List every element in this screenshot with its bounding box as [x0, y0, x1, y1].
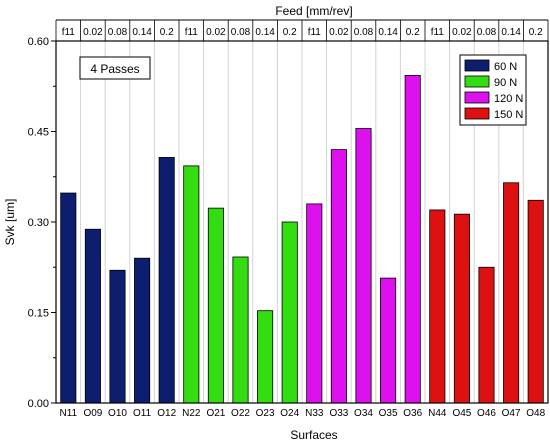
legend-swatch: [464, 75, 490, 88]
feed-tick-label: 0.02: [206, 27, 226, 38]
feed-tick-label: 0.2: [406, 27, 420, 38]
passes-annotation: 4 Passes: [79, 56, 151, 80]
legend-label: 60 N: [494, 61, 517, 73]
legend-label: 90 N: [494, 77, 517, 89]
passes-annotation-text: 4 Passes: [90, 62, 139, 76]
x-tick-label: O21: [206, 408, 225, 419]
x-tick-label: O23: [256, 408, 275, 419]
bar-O23: [257, 310, 274, 404]
x-tick-label: O12: [157, 408, 176, 419]
x-tick-label: O10: [108, 408, 127, 419]
plot-area: 0.00 0.15 0.30 0.45 0.60 N11 f11 O09 0.02 O10 0.08…: [28, 19, 549, 419]
feed-tick-label: 0.02: [329, 27, 349, 38]
bar-O34: [355, 128, 372, 404]
bar-O48: [527, 199, 544, 404]
x-tick-label: O35: [379, 408, 398, 419]
x-tick-label: O48: [526, 408, 545, 419]
legend-swatch: [464, 59, 490, 72]
bar-N44: [429, 209, 446, 404]
x-tick-label: O24: [280, 408, 299, 419]
y-tick-label: 0.30: [28, 217, 49, 229]
bar-O33: [330, 149, 347, 404]
bar-O21: [207, 207, 224, 404]
feed-tick-label: 0.08: [231, 27, 251, 38]
bar-O47: [503, 182, 520, 404]
feed-tick-label: 0.2: [529, 27, 543, 38]
x-axis-title: Surfaces: [290, 428, 337, 442]
x-tick-label: O45: [452, 408, 471, 419]
bar-O35: [380, 277, 397, 404]
feed-tick-label: 0.14: [501, 27, 521, 38]
feed-tick-label: f11: [185, 27, 199, 38]
feed-tick-label: 0.02: [452, 27, 472, 38]
legend-swatch: [464, 107, 490, 120]
y-tick-label: 0.60: [28, 36, 49, 48]
x-tick-label: N22: [182, 408, 201, 419]
feed-tick-label: 0.14: [132, 27, 152, 38]
x-tick-label: N33: [305, 408, 324, 419]
bar-O46: [478, 266, 495, 404]
feed-tick-label: 0.14: [255, 27, 275, 38]
bar-O36: [404, 74, 421, 404]
bar-O45: [453, 213, 470, 404]
x-tick-label: O34: [354, 408, 373, 419]
feed-tick-label: 0.02: [83, 27, 103, 38]
bar-N33: [306, 203, 323, 404]
feed-tick-label: 0.2: [160, 27, 174, 38]
feed-tick-label: 0.08: [354, 27, 374, 38]
x-tick-label: O46: [477, 408, 496, 419]
feed-tick-label: 0.08: [477, 27, 497, 38]
top-axis-title: Feed [mm/rev]: [275, 4, 352, 18]
legend-label: 150 N: [494, 109, 523, 121]
y-tick-label: 0.15: [28, 308, 49, 320]
x-tick-label: N11: [59, 408, 77, 419]
x-tick-label: O36: [403, 408, 422, 419]
bar-O09: [84, 228, 101, 404]
x-tick-label: O11: [133, 408, 152, 419]
bar-O12: [158, 157, 175, 404]
feed-tick-label: f11: [431, 27, 445, 38]
y-tick-label: 0.00: [28, 398, 49, 410]
feed-tick-label: f11: [62, 27, 76, 38]
x-tick-label: O33: [329, 408, 348, 419]
feed-tick-label: f11: [308, 27, 322, 38]
x-tick-label: N44: [428, 408, 447, 419]
passes-annotation-box: [79, 56, 151, 80]
y-axis-title: Svk [um]: [3, 199, 17, 246]
feed-tick-label: 0.08: [108, 27, 128, 38]
bar-O10: [109, 269, 126, 404]
feed-tick-label: 0.14: [378, 27, 398, 38]
bar-O24: [281, 221, 298, 404]
bar-O11: [134, 257, 151, 404]
legend-label: 120 N: [494, 93, 523, 105]
legend-swatch: [464, 91, 490, 104]
legend: 60 N 90 N 120 N 150 N: [459, 54, 527, 126]
x-tick-label: O22: [231, 408, 250, 419]
x-tick-label: O09: [83, 408, 102, 419]
bar-O22: [232, 256, 249, 404]
y-tick-label: 0.45: [28, 127, 49, 139]
bar-N22: [183, 165, 200, 404]
feed-tick-label: 0.2: [283, 27, 297, 38]
bar-N11: [60, 192, 77, 404]
x-tick-label: O47: [502, 408, 521, 419]
